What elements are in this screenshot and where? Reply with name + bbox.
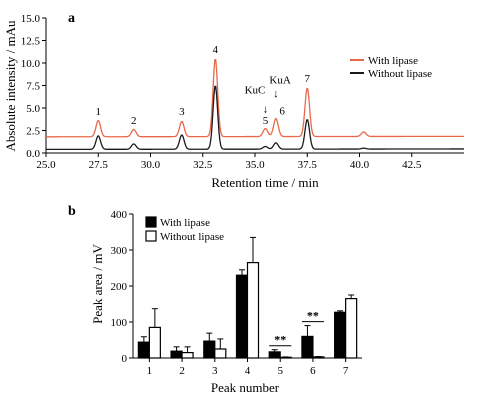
without-lipase-trace [46,85,464,151]
legend-entry: Without lipase [160,231,224,243]
chromatogram-axes: 25.0 27.5 30.0 32.5 35.0 37.5 40.0 42.50.02.55.… [21,13,464,171]
chromatogram-panel: a 25.0 27.5 30.0 32.5 35.0 37.5 40.0 42.50.02.5… [3,11,464,190]
peak-annotation: KuC [245,85,266,97]
chromatogram-traces [46,58,464,151]
bar-with-lipase [203,340,216,359]
bar-x-axis-label: Peak number [211,380,280,395]
peak-annotation: 1 [96,106,102,118]
bar-without-lipase [246,262,260,359]
x-tick-label: 7 [343,365,349,377]
bar-without-lipase [148,326,161,359]
bar-legend: With lipase Without lipase [145,216,224,243]
legend-entry: With lipase [368,55,418,67]
y-tick-label: 2.5 [26,126,40,138]
y-tick-label: 15.0 [21,13,41,25]
y-tick-label: 5.0 [26,103,40,115]
panel-label-a: a [68,11,75,26]
y-tick-label: 0.0 [26,148,40,160]
bar-with-lipase [137,341,150,359]
x-tick-label: 37.5 [298,159,318,171]
y-tick-label: 100 [111,317,128,329]
peak-annotation: ↓ [263,104,269,116]
x-tick-label: 42.5 [402,159,422,171]
peak-annotation: 4 [213,44,219,56]
y-tick-label: 7.5 [26,81,40,93]
significance-marker: ** [274,333,286,347]
x-tick-label: 35.0 [245,159,265,171]
x-tick-label: 4 [245,365,251,377]
y-tick-label: 12.5 [21,36,41,48]
chromatogram-y-axis-label: Absolute intensity / mAu [3,20,18,152]
peak-annotation: 7 [305,73,311,85]
y-tick-label: 400 [111,209,128,221]
peak-annotation: 2 [131,115,137,127]
panel-label-b: b [68,204,76,219]
y-tick-label: 200 [111,281,128,293]
x-tick-label: 27.5 [89,159,109,171]
x-tick-label: 5 [277,365,283,377]
legend-entry: With lipase [160,217,210,229]
legend-entry: Without lipase [368,68,432,80]
with-lipase-trace [46,58,464,138]
peak-annotation: ↓ [273,88,279,100]
bar-without-lipase [214,348,227,359]
legend-swatch [145,216,157,228]
peak-annotation: 3 [179,106,185,118]
x-tick-label: 3 [212,365,218,377]
peak-annotation: 6 [279,105,285,117]
y-tick-label: 300 [111,245,128,257]
x-tick-label: 32.5 [193,159,213,171]
bar-with-lipase [235,274,249,359]
bar-with-lipase [301,335,314,359]
x-tick-label: 40.0 [350,159,370,171]
bar-without-lipase [312,356,325,359]
bar-y-axis-label: Peak area / mV [90,244,105,324]
x-tick-label: 1 [147,365,153,377]
y-tick-label: 10.0 [21,58,41,70]
x-tick-label: 2 [179,365,185,377]
x-tick-label: 6 [310,365,316,377]
bar-with-lipase [170,350,183,359]
bar-with-lipase [334,311,347,359]
bar-without-lipase [345,298,358,359]
chromatogram-x-axis-label: Retention time / min [211,175,319,190]
bar-with-lipase [268,351,281,359]
y-tick-label: 0 [122,353,128,365]
x-tick-label: 30.0 [141,159,161,171]
x-tick-label: 25.0 [36,159,56,171]
bar-without-lipase [181,352,194,359]
legend-swatch [145,230,157,242]
bar-without-lipase [279,356,292,359]
significance-marker: ** [307,309,319,323]
peak-annotation: KuA [269,75,290,87]
peak-annotation: 5 [263,115,269,127]
bar-marks: ** ** [137,236,358,359]
